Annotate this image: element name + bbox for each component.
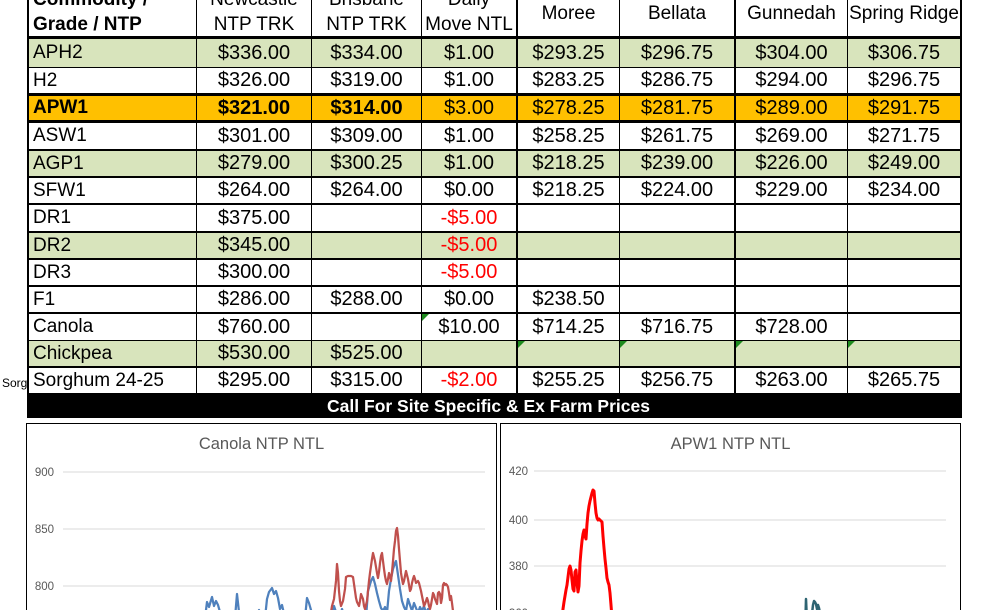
- svg-text:800: 800: [35, 581, 54, 593]
- svg-text:360: 360: [509, 608, 528, 610]
- svg-text:380: 380: [509, 561, 528, 573]
- svg-text:400: 400: [509, 515, 528, 527]
- svg-text:850: 850: [35, 524, 54, 536]
- svg-text:420: 420: [509, 466, 528, 478]
- svg-text:900: 900: [35, 467, 54, 479]
